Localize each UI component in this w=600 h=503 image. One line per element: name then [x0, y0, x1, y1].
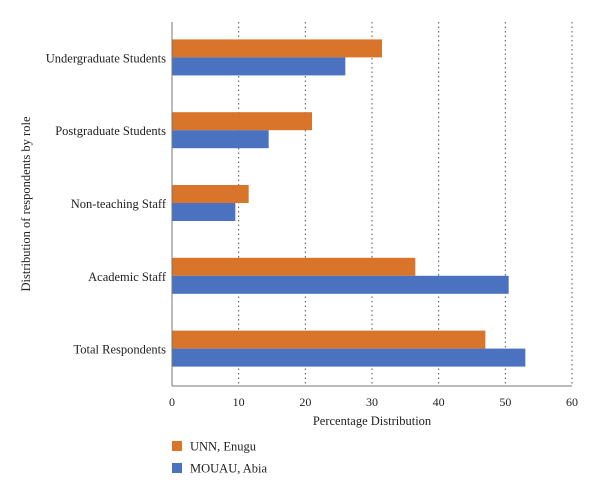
bar — [172, 330, 486, 349]
bar — [172, 185, 249, 203]
x-tick-label: 60 — [566, 395, 578, 409]
bar — [172, 275, 509, 294]
legend-swatch — [172, 463, 182, 473]
x-tick-label: 10 — [233, 395, 245, 409]
category-label: Academic Staff — [88, 270, 167, 284]
bar — [172, 112, 312, 131]
legend-swatch — [172, 441, 182, 451]
axes — [171, 22, 572, 387]
x-tick-label: 50 — [499, 395, 511, 409]
bar — [172, 57, 346, 76]
category-label: Non-teaching Staff — [71, 197, 167, 211]
legend-label: MOUAU, Abia — [190, 462, 268, 476]
bar — [172, 39, 382, 58]
bar — [172, 203, 236, 221]
x-tick-label: 30 — [366, 395, 378, 409]
x-tick-label: 0 — [169, 395, 175, 409]
y-axis-title: Distribution of respondents by role — [19, 116, 33, 291]
x-tick-label: 40 — [433, 395, 445, 409]
bars — [172, 39, 526, 367]
legend: UNN, Enugu MOUAU, Abia — [172, 440, 268, 476]
x-tick-label: 20 — [299, 395, 311, 409]
labels: 0 10 20 30 40 50 60 Undergraduate Students Postg… — [19, 51, 578, 428]
bar — [172, 257, 416, 276]
category-label: Total Respondents — [73, 343, 166, 357]
bar — [172, 130, 269, 149]
legend-label: UNN, Enugu — [190, 440, 257, 454]
x-axis-title: Percentage Distribution — [313, 414, 432, 428]
category-label: Undergraduate Students — [46, 51, 166, 65]
category-label: Postgraduate Students — [55, 124, 166, 138]
bar — [172, 348, 526, 367]
